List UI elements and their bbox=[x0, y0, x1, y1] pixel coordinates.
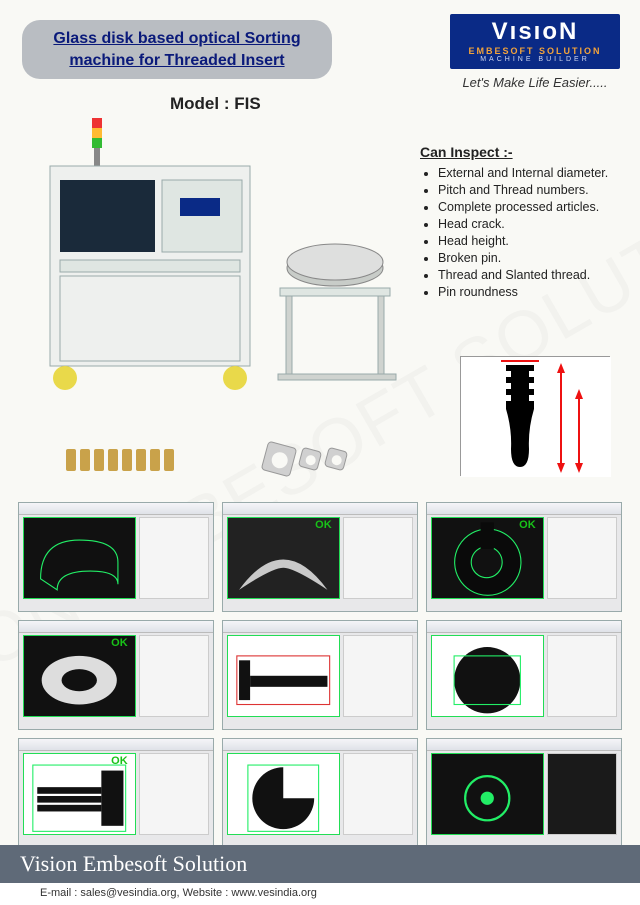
footer: Vision Embesoft Solution E-mail : sales@… bbox=[0, 845, 640, 905]
ok-label: OK bbox=[111, 637, 128, 649]
ok-label: OK bbox=[111, 755, 128, 767]
thread-dimension-figure bbox=[460, 356, 610, 476]
inspect-block: Can Inspect :- External and Internal dia… bbox=[420, 144, 620, 302]
title-badge: Glass disk based optical Sorting machine… bbox=[22, 20, 332, 79]
company-logo: VısıoN EMBESOFT SOLUTION MACHINE BUILDER bbox=[450, 14, 620, 69]
logo-sub2: MACHINE BUILDER bbox=[456, 56, 614, 63]
screenshot-grid: OK OK OK OK bbox=[18, 502, 622, 848]
list-item: Complete processed articles. bbox=[438, 200, 620, 214]
logo-sub1: EMBESOFT SOLUTION bbox=[456, 46, 614, 56]
logo-main: VısıoN bbox=[456, 18, 614, 46]
list-item: Pitch and Thread numbers. bbox=[438, 183, 620, 197]
list-item: Thread and Slanted thread. bbox=[438, 268, 620, 282]
list-item: Head height. bbox=[438, 234, 620, 248]
list-item: Head crack. bbox=[438, 217, 620, 231]
ok-label: OK bbox=[519, 519, 536, 531]
inspection-screenshot: OK bbox=[18, 738, 214, 848]
footer-contact: E-mail : sales@vesindia.org, Website : w… bbox=[0, 883, 640, 905]
inspection-screenshot bbox=[18, 502, 214, 612]
title-link[interactable]: Glass disk based optical Sorting machine… bbox=[53, 30, 300, 69]
inspect-heading: Can Inspect :- bbox=[420, 144, 620, 160]
list-item: Broken pin. bbox=[438, 251, 620, 265]
inspection-screenshot bbox=[222, 738, 418, 848]
machine-illustration bbox=[30, 118, 410, 408]
brass-parts-image bbox=[60, 430, 180, 490]
logo-block: VısıoN EMBESOFT SOLUTION MACHINE BUILDER… bbox=[450, 14, 620, 90]
inspection-screenshot: OK bbox=[426, 502, 622, 612]
model-label: Model : FIS bbox=[170, 94, 261, 114]
inspect-list: External and Internal diameter. Pitch an… bbox=[420, 166, 620, 299]
inspection-screenshot: OK bbox=[18, 620, 214, 730]
inspection-screenshot: OK bbox=[222, 502, 418, 612]
footer-company: Vision Embesoft Solution bbox=[0, 845, 640, 883]
inspection-screenshot bbox=[222, 620, 418, 730]
nuts-image bbox=[250, 426, 360, 492]
tagline: Let's Make Life Easier..... bbox=[450, 75, 620, 90]
inspection-screenshot bbox=[426, 738, 622, 848]
list-item: Pin roundness bbox=[438, 285, 620, 299]
inspection-screenshot bbox=[426, 620, 622, 730]
list-item: External and Internal diameter. bbox=[438, 166, 620, 180]
ok-label: OK bbox=[315, 519, 332, 531]
